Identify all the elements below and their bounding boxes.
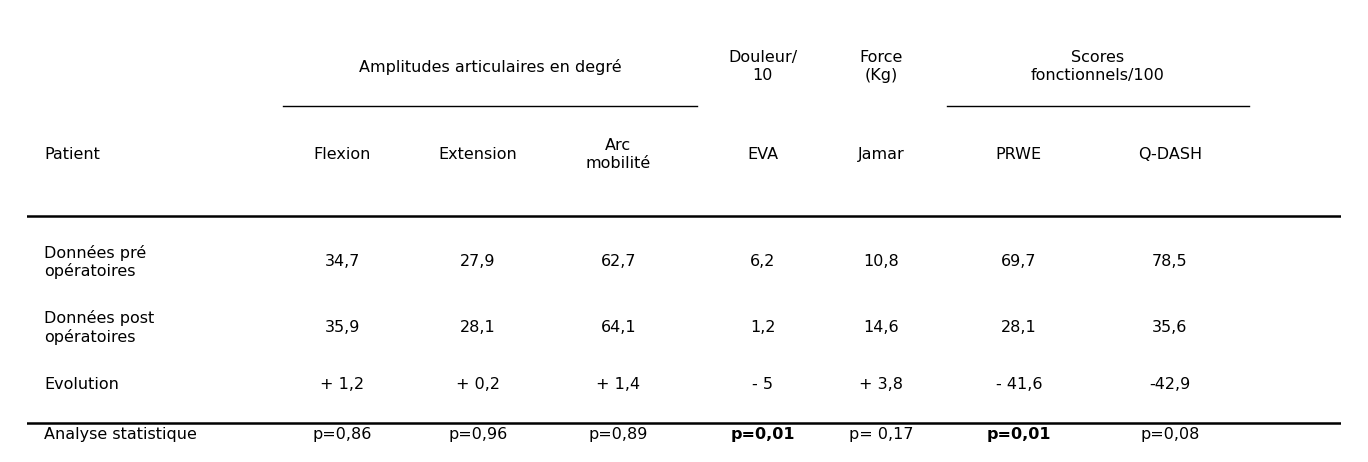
Text: PRWE: PRWE [996,147,1042,162]
Text: 27,9: 27,9 [460,255,495,269]
Text: -42,9: -42,9 [1149,377,1190,392]
Text: 10,8: 10,8 [863,255,899,269]
Text: 28,1: 28,1 [460,320,495,335]
Text: 78,5: 78,5 [1152,255,1187,269]
Text: + 1,4: + 1,4 [596,377,640,392]
Text: 14,6: 14,6 [863,320,899,335]
Text: Patient: Patient [44,147,100,162]
Text: p= 0,17: p= 0,17 [848,427,914,442]
Text: Analyse statistique: Analyse statistique [44,427,197,442]
Text: + 0,2: + 0,2 [456,377,499,392]
Text: p=0,96: p=0,96 [449,427,508,442]
Text: Arc
mobilité: Arc mobilité [586,138,651,170]
Text: p=0,01: p=0,01 [731,427,795,442]
Text: p=0,89: p=0,89 [588,427,648,442]
Text: Q-DASH: Q-DASH [1138,147,1202,162]
Text: Force
(Kg): Force (Kg) [859,50,903,83]
Text: 34,7: 34,7 [324,255,360,269]
Text: + 3,8: + 3,8 [859,377,903,392]
Text: 6,2: 6,2 [750,255,776,269]
Text: Douleur/
10: Douleur/ 10 [728,50,798,83]
Text: 69,7: 69,7 [1001,255,1037,269]
Text: 62,7: 62,7 [601,255,636,269]
Text: Amplitudes articulaires en degré: Amplitudes articulaires en degré [358,59,621,74]
Text: - 41,6: - 41,6 [996,377,1042,392]
Text: Scores
fonctionnels/100: Scores fonctionnels/100 [1030,50,1164,83]
Text: Evolution: Evolution [44,377,119,392]
Text: + 1,2: + 1,2 [320,377,365,392]
Text: p=0,01: p=0,01 [986,427,1051,442]
Text: Flexion: Flexion [313,147,371,162]
Text: - 5: - 5 [752,377,773,392]
Text: p=0,86: p=0,86 [313,427,372,442]
Text: Données post
opératoires: Données post opératoires [44,310,155,345]
Text: 35,9: 35,9 [324,320,360,335]
Text: Données pré
opératoires: Données pré opératoires [44,244,146,279]
Text: 28,1: 28,1 [1001,320,1037,335]
Text: 64,1: 64,1 [601,320,636,335]
Text: Jamar: Jamar [858,147,904,162]
Text: 1,2: 1,2 [750,320,776,335]
Text: Extension: Extension [438,147,517,162]
Text: EVA: EVA [747,147,778,162]
Text: p=0,08: p=0,08 [1140,427,1200,442]
Text: 35,6: 35,6 [1152,320,1187,335]
